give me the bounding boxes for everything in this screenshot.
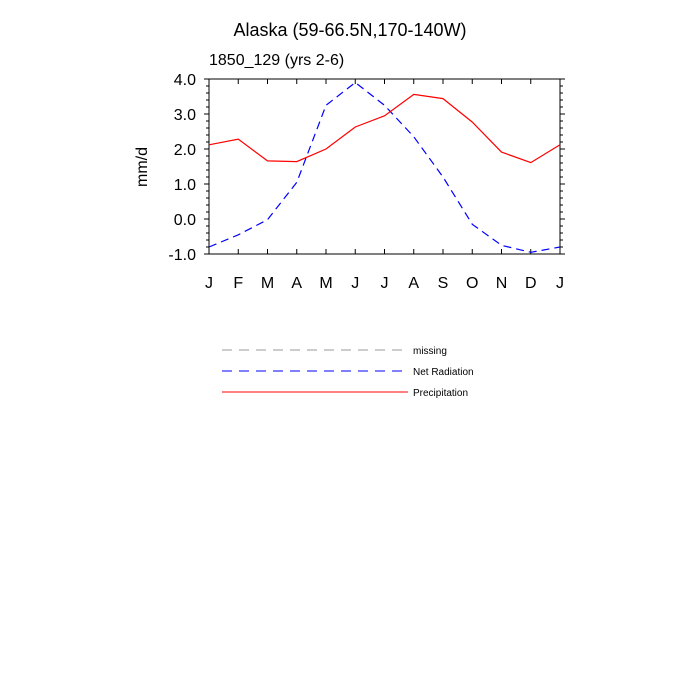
chart-subtitle: 1850_129 (yrs 2-6) — [209, 52, 344, 69]
series-line-net-radiation — [208, 81, 561, 253]
x-tick-label: M — [261, 275, 274, 292]
y-tick-label: 0.0 — [174, 212, 196, 229]
x-tick-label: O — [466, 275, 478, 292]
y-tick-label: -1.0 — [168, 247, 196, 264]
x-tick-label: J — [381, 275, 389, 292]
series-layer — [208, 81, 561, 253]
y-tick-labels: -1.0 0.0 1.0 2.0 3.0 4.0 — [168, 72, 196, 264]
plot-frame — [208, 78, 561, 255]
x-tick-label: M — [319, 275, 332, 292]
y-tick-label: 2.0 — [174, 142, 196, 159]
x-tick-label: J — [205, 275, 213, 292]
legend-label: Precipitation — [413, 388, 468, 399]
y-axis-label: mm/d — [134, 147, 151, 187]
y-tick-label: 4.0 — [174, 72, 196, 89]
x-tick-label: S — [438, 275, 449, 292]
y-tick-label: 3.0 — [174, 107, 196, 124]
x-tick-label: N — [496, 275, 508, 292]
legend-label: missing — [413, 346, 447, 357]
legend-label: Net Radiation — [413, 367, 474, 378]
axis-ticks — [204, 78, 565, 255]
series-line-precipitation — [208, 93, 561, 164]
x-tick-label: J — [556, 275, 564, 292]
legend: missing Net Radiation Precipitation — [222, 346, 474, 399]
x-tick-label: J — [351, 275, 359, 292]
x-tick-label: F — [233, 275, 243, 292]
x-tick-label: A — [408, 275, 419, 292]
chart-title: Alaska (59-66.5N,170-140W) — [233, 20, 466, 40]
x-tick-label: A — [291, 275, 302, 292]
y-tick-label: 1.0 — [174, 177, 196, 194]
x-tick-label: D — [525, 275, 537, 292]
